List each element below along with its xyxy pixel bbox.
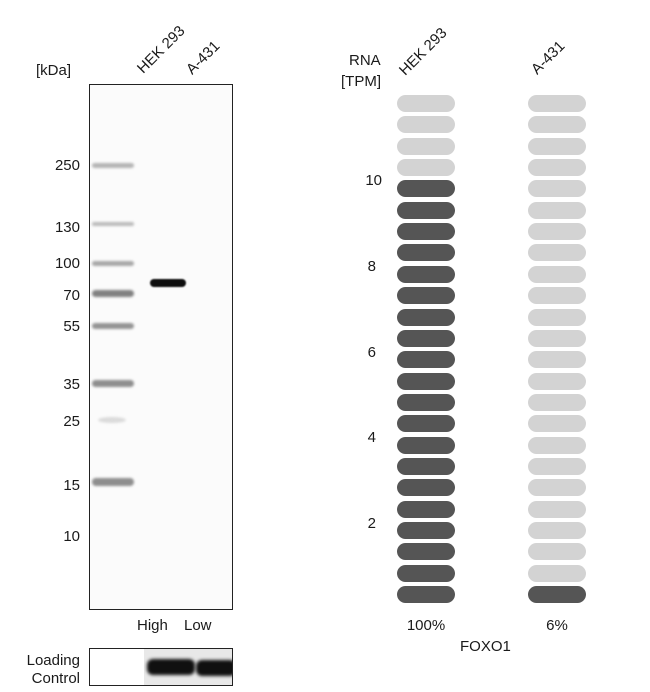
rna-tick-8: 8	[367, 258, 376, 275]
rna-unit-empty	[528, 543, 586, 561]
blot-lane-label-a431: A-431	[182, 37, 224, 78]
marker-label-70: 70	[63, 287, 80, 304]
ladder-band-35	[92, 380, 134, 387]
rna-unit-filled	[397, 586, 455, 604]
ladder-band-130	[92, 222, 134, 226]
rna-unit-empty	[528, 201, 586, 219]
rna-unit-filled	[397, 500, 455, 518]
marker-label-250: 250	[54, 157, 80, 174]
rna-unit-empty	[528, 372, 586, 390]
rna-tick-4: 4	[367, 429, 376, 446]
rna-unit-filled	[528, 586, 586, 604]
rna-unit-filled	[397, 244, 455, 262]
marker-label-35: 35	[63, 376, 80, 393]
rna-pill-column-hek293	[397, 95, 455, 605]
rna-pill-column-a431	[528, 95, 586, 605]
rna-unit-filled	[397, 479, 455, 497]
rna-percent-hek293: 100%	[406, 617, 446, 634]
rna-unit-empty	[528, 95, 586, 112]
rna-unit-empty	[528, 116, 586, 134]
rna-unit-filled	[397, 564, 455, 582]
rna-unit-filled	[397, 522, 455, 539]
rna-unit-filled	[397, 457, 455, 475]
ladder-band-100	[92, 261, 134, 266]
rna-tick-10: 10	[365, 172, 382, 189]
rna-unit-filled	[397, 415, 455, 433]
rna-unit-empty	[528, 415, 586, 433]
marker-label-25: 25	[63, 413, 80, 430]
rna-unit-empty	[528, 223, 586, 241]
kda-label: [kDa]	[36, 62, 72, 79]
rna-unit-empty	[528, 479, 586, 497]
rna-unit-empty	[528, 457, 586, 475]
marker-label-15: 15	[63, 477, 80, 494]
rna-unit-empty	[528, 159, 586, 177]
western-blot-image	[89, 84, 233, 610]
rna-unit-empty	[528, 351, 586, 369]
rna-unit-filled	[397, 329, 455, 347]
rna-unit-empty	[528, 436, 586, 454]
loading-control-band-hek293	[147, 659, 195, 675]
marker-label-130: 130	[54, 219, 80, 236]
rna-unit-filled	[397, 543, 455, 561]
rna-percent-a431: 6%	[546, 617, 568, 634]
rna-unit-empty	[528, 137, 586, 155]
rna-unit-filled	[397, 351, 455, 369]
ladder-band-15	[92, 478, 134, 486]
rna-unit-filled	[397, 201, 455, 219]
rna-unit-empty	[397, 116, 455, 134]
rna-unit-empty	[528, 500, 586, 518]
rna-unit-empty	[528, 393, 586, 411]
marker-label-10: 10	[63, 528, 80, 545]
rna-unit-empty	[528, 244, 586, 262]
marker-label-100: 100	[54, 255, 80, 272]
rna-column-label-a431: A-431	[527, 37, 569, 78]
rna-unit-filled	[397, 372, 455, 390]
rna-unit-empty	[528, 308, 586, 326]
rna-unit-empty	[528, 564, 586, 582]
rna-unit-empty	[528, 287, 586, 305]
rna-unit-empty	[397, 159, 455, 177]
rna-column-label-hek293: HEK 293	[395, 24, 451, 80]
foxo1-band-hek293	[150, 279, 186, 287]
rna-unit-filled	[397, 393, 455, 411]
rna-header-line1: RNA	[349, 52, 381, 69]
ladder-band-250	[92, 163, 134, 168]
rna-unit-filled	[397, 436, 455, 454]
marker-label-55: 55	[63, 318, 80, 335]
rna-unit-filled	[397, 265, 455, 283]
ladder-band-25	[98, 417, 126, 423]
loading-control-image	[89, 648, 233, 686]
expression-label-low: Low	[184, 617, 212, 634]
rna-unit-filled	[397, 287, 455, 305]
ladder-band-70	[92, 290, 134, 297]
expression-label-high: High	[137, 617, 168, 634]
rna-unit-filled	[397, 223, 455, 241]
loading-control-band-a431	[196, 660, 232, 676]
rna-unit-filled	[397, 180, 455, 198]
rna-tick-6: 6	[367, 344, 376, 361]
rna-unit-empty	[528, 265, 586, 283]
loading-control-label-line2: Control	[31, 670, 80, 687]
gene-name: FOXO1	[460, 638, 511, 655]
rna-unit-empty	[528, 180, 586, 198]
loading-control-label-line1: Loading	[26, 652, 80, 669]
rna-unit-empty	[397, 95, 455, 112]
rna-tick-2: 2	[367, 515, 376, 532]
rna-unit-empty	[528, 522, 586, 539]
ladder-band-55	[92, 323, 134, 329]
rna-unit-empty	[397, 137, 455, 155]
rna-header-line2: [TPM]	[341, 73, 381, 90]
rna-unit-empty	[528, 329, 586, 347]
rna-unit-filled	[397, 308, 455, 326]
blot-lane-label-hek293: HEK 293	[133, 22, 189, 78]
